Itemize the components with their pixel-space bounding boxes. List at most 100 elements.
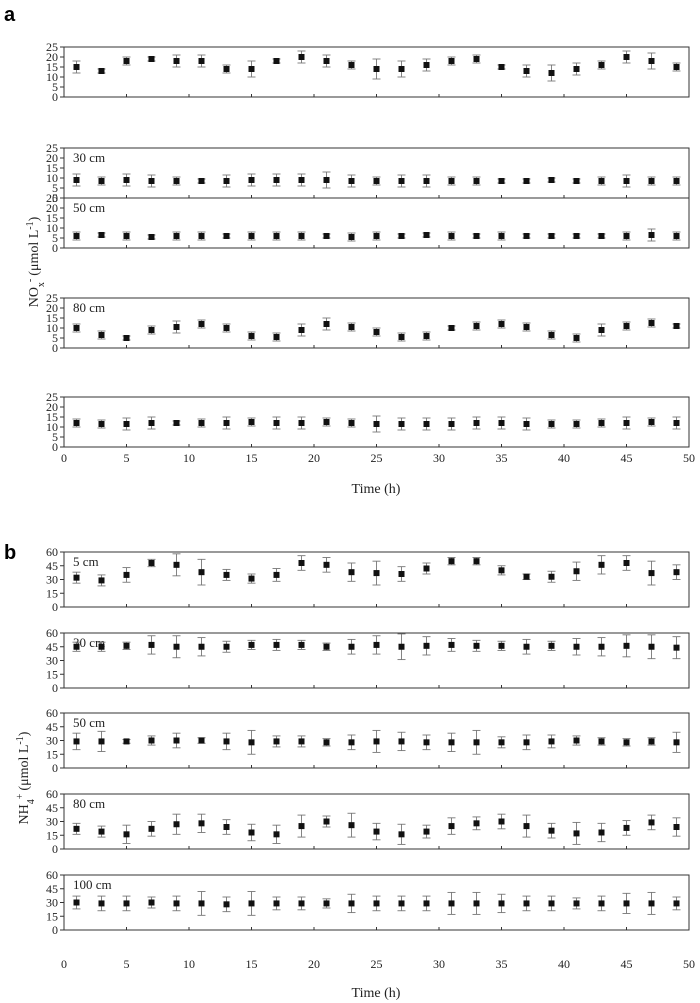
data-point	[373, 828, 380, 835]
y-tick-label: 0	[52, 241, 58, 255]
y-tick-label: 0	[52, 681, 58, 695]
data-point	[198, 737, 205, 744]
y-tick-label: 5	[52, 430, 58, 444]
y-tick-label: 45	[46, 559, 58, 573]
y-tick-label: 15	[46, 828, 58, 842]
data-point	[598, 643, 605, 650]
y-tick-label: 45	[46, 720, 58, 734]
data-point	[123, 177, 130, 183]
x-tick-label: 50	[683, 451, 695, 465]
data-point	[573, 178, 580, 184]
data-point	[298, 560, 305, 566]
data-point	[398, 571, 405, 577]
data-point	[398, 178, 405, 184]
data-point	[573, 233, 580, 239]
data-point	[673, 824, 680, 830]
data-point	[598, 420, 605, 426]
data-point	[673, 420, 680, 426]
y-tick-label: 15	[46, 586, 58, 600]
y-tick-label: 15	[46, 747, 58, 761]
y-tick-label: 30	[46, 896, 58, 910]
data-point	[473, 642, 480, 649]
data-point	[223, 233, 230, 239]
data-point	[298, 420, 305, 426]
data-point	[573, 66, 580, 72]
data-point	[373, 329, 380, 335]
data-point	[98, 828, 105, 835]
data-point	[98, 68, 105, 74]
data-point	[398, 900, 405, 907]
data-point	[673, 644, 680, 651]
data-point	[448, 421, 455, 427]
data-point	[298, 233, 305, 239]
y-tick-label: 25	[46, 291, 58, 305]
x-tick-label: 30	[433, 957, 445, 971]
data-point	[423, 565, 430, 572]
y-tick-label: 30	[46, 654, 58, 668]
data-point	[648, 320, 655, 326]
y-tick-label: 25	[46, 141, 58, 155]
data-point	[73, 738, 80, 745]
data-point	[523, 324, 530, 330]
data-point	[198, 643, 205, 650]
data-point	[373, 738, 380, 745]
data-point	[298, 738, 305, 745]
data-point	[148, 234, 155, 240]
data-point	[623, 560, 630, 566]
y-tick-label: 15	[46, 161, 58, 175]
data-point	[573, 900, 580, 907]
data-point	[323, 177, 330, 183]
y-tick-label: 25	[46, 40, 58, 54]
depth-label: 50 cm	[73, 200, 105, 215]
y-axis-title-b: NH4+(μmol L-1)	[15, 731, 37, 824]
data-point	[548, 642, 555, 649]
data-point	[98, 178, 105, 184]
data-point	[548, 70, 555, 76]
data-point	[348, 178, 355, 184]
data-point	[348, 739, 355, 746]
y-tick-label: 15	[46, 410, 58, 424]
data-point	[623, 824, 630, 831]
data-point	[298, 54, 305, 60]
data-point	[198, 233, 205, 239]
data-point	[673, 900, 680, 907]
data-point	[273, 641, 280, 648]
y-tick-label: 15	[46, 311, 58, 325]
data-point	[398, 233, 405, 239]
data-point	[323, 321, 330, 327]
data-point	[123, 900, 130, 907]
data-point	[248, 829, 255, 836]
data-point	[548, 573, 555, 580]
data-point	[173, 643, 180, 650]
data-point	[598, 178, 605, 184]
data-point	[348, 643, 355, 650]
y-tick-label: 0	[52, 90, 58, 104]
data-point	[148, 420, 155, 426]
data-point	[523, 233, 530, 239]
data-point	[623, 54, 630, 60]
data-point	[348, 62, 355, 68]
data-point	[623, 739, 630, 746]
data-point	[598, 233, 605, 239]
x-tick-label: 10	[183, 451, 195, 465]
data-point	[448, 641, 455, 648]
data-point	[623, 178, 630, 184]
data-point	[648, 419, 655, 425]
data-point	[173, 561, 180, 568]
data-point	[423, 232, 430, 238]
y-tick-label: 0	[52, 191, 58, 205]
data-point	[123, 571, 130, 578]
data-point	[98, 232, 105, 238]
plot-frame	[63, 147, 690, 199]
data-point	[523, 739, 530, 746]
data-point	[148, 899, 155, 906]
data-point	[673, 739, 680, 746]
data-point	[148, 641, 155, 648]
data-point	[623, 642, 630, 649]
y-tick-label: 45	[46, 640, 58, 654]
